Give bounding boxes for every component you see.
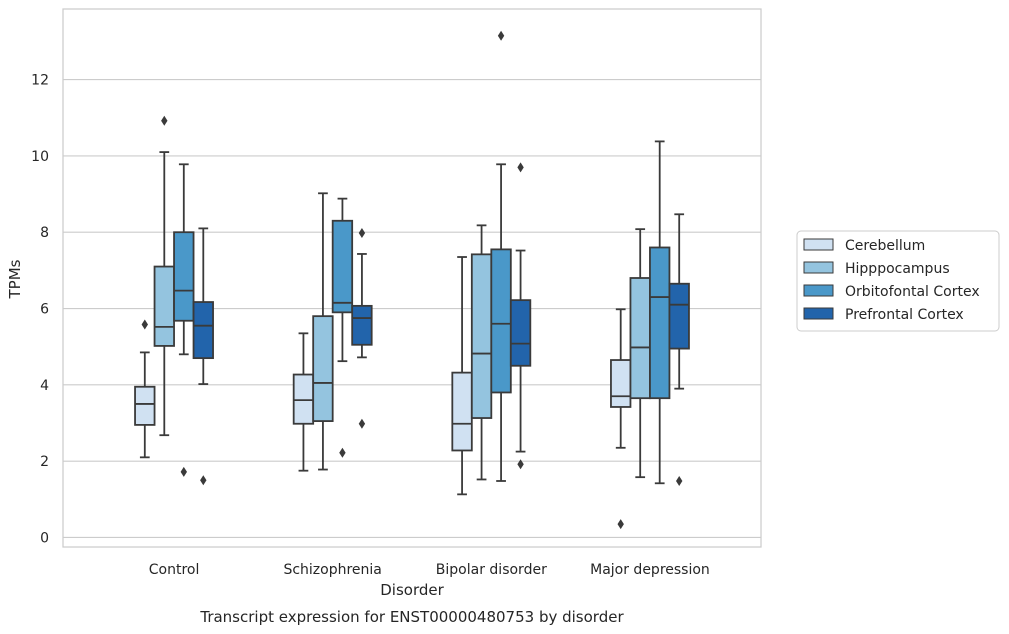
outlier-point: [517, 459, 524, 470]
box-iqr: [134, 385, 156, 426]
outlier-point: [617, 519, 624, 530]
outlier-point: [339, 447, 346, 458]
y-tick-label: 6: [40, 302, 49, 318]
plot-area-frame: [62, 8, 762, 548]
legend-frame: [796, 230, 1000, 332]
y-axis-label: TPMs: [6, 259, 24, 299]
x-axis-label: Disorder: [380, 581, 444, 599]
box-group: [153, 115, 175, 437]
legend-swatch: [803, 261, 834, 274]
box-group: [134, 319, 156, 459]
legend-swatch: [803, 238, 834, 251]
outlier-point: [497, 30, 505, 41]
box-group: [312, 192, 334, 471]
outlier-point: [517, 162, 524, 173]
box-iqr: [351, 304, 373, 346]
legend-label: Cerebellum: [845, 238, 925, 254]
outlier-point: [358, 418, 366, 429]
box-series: [134, 30, 690, 530]
x-tick-label: Major depression: [590, 562, 710, 578]
box-group: [173, 163, 195, 477]
box-iqr: [173, 231, 195, 322]
legend-label: Hipppocampus: [845, 261, 950, 277]
y-tick-labels: 0 2 4 6 8 10 12: [31, 73, 49, 547]
chart-caption: Transcript expression for ENST0000048075…: [199, 608, 624, 626]
box-group: [451, 256, 473, 496]
box-group: [292, 332, 315, 472]
outlier-point: [200, 475, 207, 486]
outlier-point: [676, 475, 683, 486]
y-tick-label: 8: [40, 225, 49, 241]
box-group: [470, 224, 493, 481]
x-tick-label: Control: [149, 562, 200, 578]
y-tick-label: 0: [40, 530, 49, 546]
box-iqr: [470, 253, 493, 419]
box-group: [192, 227, 214, 486]
box-iqr: [610, 359, 632, 408]
x-tick-label: Schizophrenia: [283, 562, 381, 578]
box-iqr: [192, 301, 214, 360]
outlier-point: [180, 466, 187, 477]
legend: Cerebellum Hipppocampus Orbitofontal Corte…: [796, 230, 1000, 332]
box-group: [668, 213, 690, 486]
box-iqr: [451, 371, 473, 452]
box-group: [509, 162, 532, 470]
legend-label: Orbitofontal Cortex: [845, 284, 980, 300]
x-tick-label: Bipolar disorder: [436, 562, 547, 578]
y-tick-label: 4: [40, 378, 49, 394]
outlier-point: [161, 115, 168, 126]
outlier-point: [358, 227, 366, 238]
outlier-point: [141, 319, 148, 330]
box-iqr: [668, 282, 690, 350]
legend-swatch: [803, 307, 834, 320]
x-tick-labels: Control Schizophrenia Bipolar disorder Majo…: [149, 562, 710, 578]
box-group: [649, 140, 671, 485]
box-group: [351, 227, 373, 429]
box-iqr: [312, 315, 334, 422]
box-group: [610, 308, 632, 530]
box-iqr: [153, 265, 175, 347]
box-iqr: [292, 373, 315, 425]
legend-label: Prefrontal Cortex: [845, 307, 964, 323]
box-group: [331, 197, 354, 458]
y-tick-label: 10: [31, 149, 49, 165]
y-tick-label: 2: [40, 454, 49, 470]
box-group: [629, 228, 651, 479]
box-group: [490, 30, 512, 482]
y-tick-label: 12: [31, 73, 49, 89]
box-iqr: [331, 219, 354, 314]
box-iqr: [509, 299, 532, 367]
box-iqr: [629, 277, 651, 400]
box-iqr: [490, 248, 512, 394]
legend-swatch: [803, 284, 834, 297]
box-iqr: [649, 246, 671, 400]
